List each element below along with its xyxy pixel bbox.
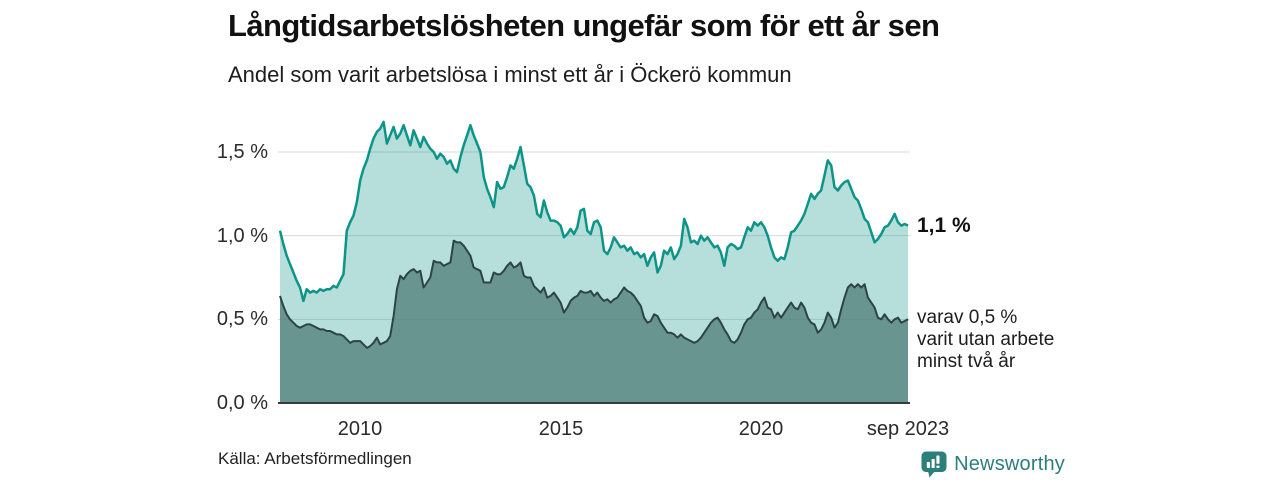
line-total-long-term bbox=[278, 120, 909, 303]
annotation-line: minst två år bbox=[917, 351, 1016, 372]
y-tick-label: 0,0 % bbox=[216, 392, 268, 414]
annotation-line: varav 0,5 % bbox=[917, 307, 1018, 328]
newsworthy-icon bbox=[921, 451, 947, 478]
x-tick-label: sep 2023 bbox=[866, 418, 950, 440]
x-tick-label: 2015 bbox=[538, 418, 584, 440]
line-two-years-plus bbox=[279, 239, 909, 349]
x-tick-label: 2020 bbox=[738, 418, 784, 440]
series-end-value-label: 1,1 % bbox=[917, 213, 971, 237]
brand-name: Newsworthy bbox=[954, 452, 1065, 475]
annotation-line: varit utan arbete bbox=[917, 329, 1055, 350]
y-tick-label: 1,0 % bbox=[216, 224, 268, 247]
area-two-years-plus bbox=[280, 240, 908, 403]
series-annotation-label: varav 0,5 % varit utan arbete minst två … bbox=[917, 307, 1054, 373]
x-tick-label: 2010 bbox=[337, 418, 383, 440]
y-tick-label: 1,5 % bbox=[216, 141, 268, 163]
source-credit: Källa: Arbetsförmedlingen bbox=[218, 449, 412, 468]
chart-subtitle: Andel som varit arbetslösa i minst ett å… bbox=[228, 62, 792, 87]
y-tick-label: 0,5 % bbox=[216, 308, 268, 331]
brand-logo: Newsworthy bbox=[921, 450, 1065, 478]
page-title: Långtidsarbetslösheten ungefär som för e… bbox=[228, 8, 940, 43]
